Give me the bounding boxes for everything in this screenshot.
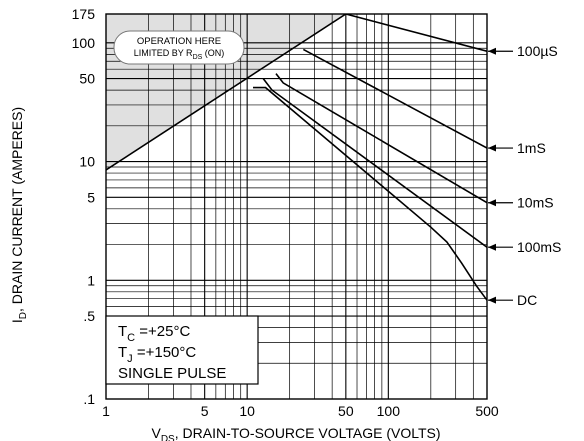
series-label-arrowhead	[488, 296, 496, 304]
x-axis-label: VDS, DRAIN-TO-SOURCE VOLTAGE (VOLTS)	[151, 425, 440, 441]
series-line	[302, 48, 487, 149]
series-label-arrowhead	[488, 47, 496, 55]
series-label-arrowhead	[488, 243, 496, 251]
y-tick-label: 1	[87, 272, 95, 288]
series-line	[275, 73, 487, 204]
series-line	[253, 86, 487, 301]
series-label: DC	[517, 292, 537, 308]
series-labels: 100µS 1mS 10mS 100mS DC	[488, 43, 561, 308]
region-label-line1: OPERATION HERE	[137, 36, 221, 47]
series-lines	[253, 14, 487, 301]
x-tick-labels: 1 5 10 50 100 500	[102, 403, 499, 419]
condition-tc: TC =+25°C	[118, 323, 190, 344]
conditions-box: TC =+25°C TJ =+150°C SINGLE PULSE	[105, 315, 259, 385]
x-tick-label: 500	[475, 403, 499, 419]
condition-tj: TJ =+150°C	[118, 344, 196, 365]
y-tick-label: .5	[83, 308, 95, 324]
plot-frame	[105, 13, 488, 400]
x-tick-label: 50	[338, 403, 354, 419]
y-tick-label: 10	[79, 154, 95, 170]
y-tick-labels: 175 100 50 10 5 1 .5 .1	[72, 6, 96, 407]
conditions-frame	[105, 315, 259, 385]
y-tick-label: 50	[79, 71, 95, 87]
x-tick-label: 100	[377, 403, 401, 419]
x-tick-label: 10	[239, 403, 255, 419]
y-tick-label: .1	[83, 391, 95, 407]
x-tick-label: 5	[201, 403, 209, 419]
rds-limit-group	[106, 14, 347, 171]
region-label-box: OPERATION HERE LIMITED BY RDS (ON)	[113, 30, 245, 65]
series-label: 1mS	[517, 140, 546, 156]
rds-limit-line	[106, 14, 347, 171]
series-line	[262, 78, 487, 248]
series-label: 100µS	[517, 43, 558, 59]
series-line	[345, 14, 487, 53]
condition-single-pulse: SINGLE PULSE	[118, 365, 226, 382]
y-axis-label: ID, DRAIN CURRENT (AMPERES)	[9, 107, 29, 323]
y-tick-label: 100	[72, 35, 96, 51]
series-label: 100mS	[517, 239, 561, 255]
series-label: 10mS	[517, 195, 554, 211]
x-tick-label: 1	[102, 403, 110, 419]
region-label-line2: LIMITED BY RDS (ON)	[134, 48, 225, 61]
series-label-arrowhead	[488, 144, 496, 152]
series-label-arrowhead	[488, 199, 496, 207]
y-tick-label: 175	[72, 6, 96, 22]
region-label-background	[113, 30, 245, 65]
y-tick-label: 5	[87, 189, 95, 205]
